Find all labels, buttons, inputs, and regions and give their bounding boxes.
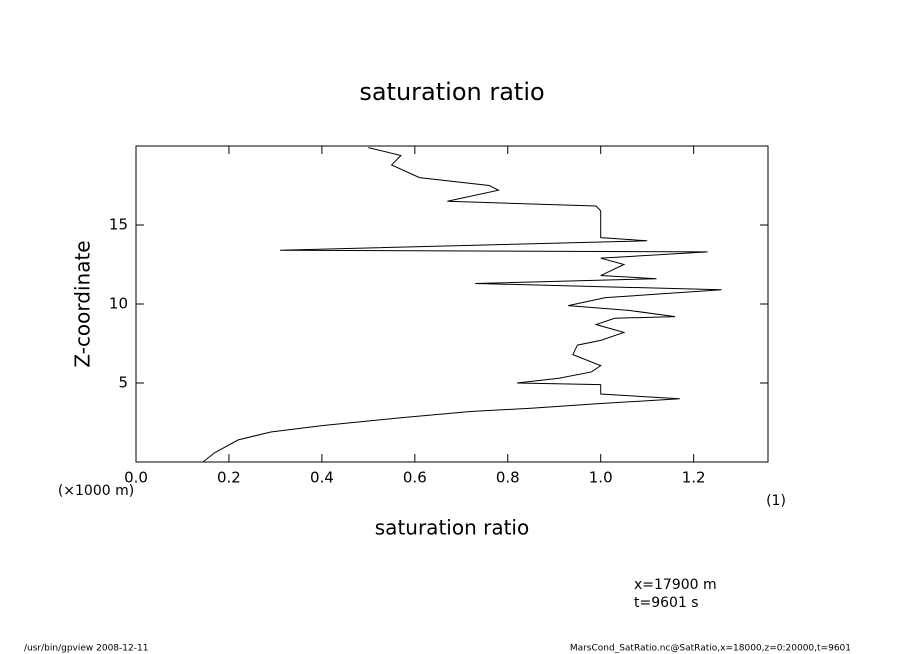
x-tick-label: 0.8 <box>496 469 520 487</box>
x-tick-label: 0.6 <box>403 469 427 487</box>
y-axis-label: Z-coordinate <box>71 240 95 367</box>
x-tick-label: 1.0 <box>589 469 613 487</box>
x-tick-label: 1.2 <box>682 469 706 487</box>
x-axis-unit: (1) <box>766 493 786 509</box>
plot-frame <box>135 145 769 463</box>
x-tick-label: 0.2 <box>217 469 241 487</box>
y-tick-label: 15 <box>109 216 128 234</box>
y-tick-label: 10 <box>109 295 128 313</box>
chart-title: saturation ratio <box>359 78 544 106</box>
x-tick-label: 0.0 <box>124 469 148 487</box>
x-tick-label: 0.4 <box>310 469 334 487</box>
footer: /usr/bin/gpview 2008-12-11 <box>24 644 148 654</box>
y-tick-label: 5 <box>118 374 128 392</box>
footer: MarsCond_SatRatio.nc@SatRatio,x=18000,z=… <box>570 644 851 654</box>
x-axis-label: saturation ratio <box>375 516 529 540</box>
annotation: t=9601 s <box>634 595 699 611</box>
y-axis-unit: (×1000 m) <box>58 483 134 499</box>
annotation: x=17900 m <box>634 577 717 593</box>
profile-line <box>202 147 722 463</box>
